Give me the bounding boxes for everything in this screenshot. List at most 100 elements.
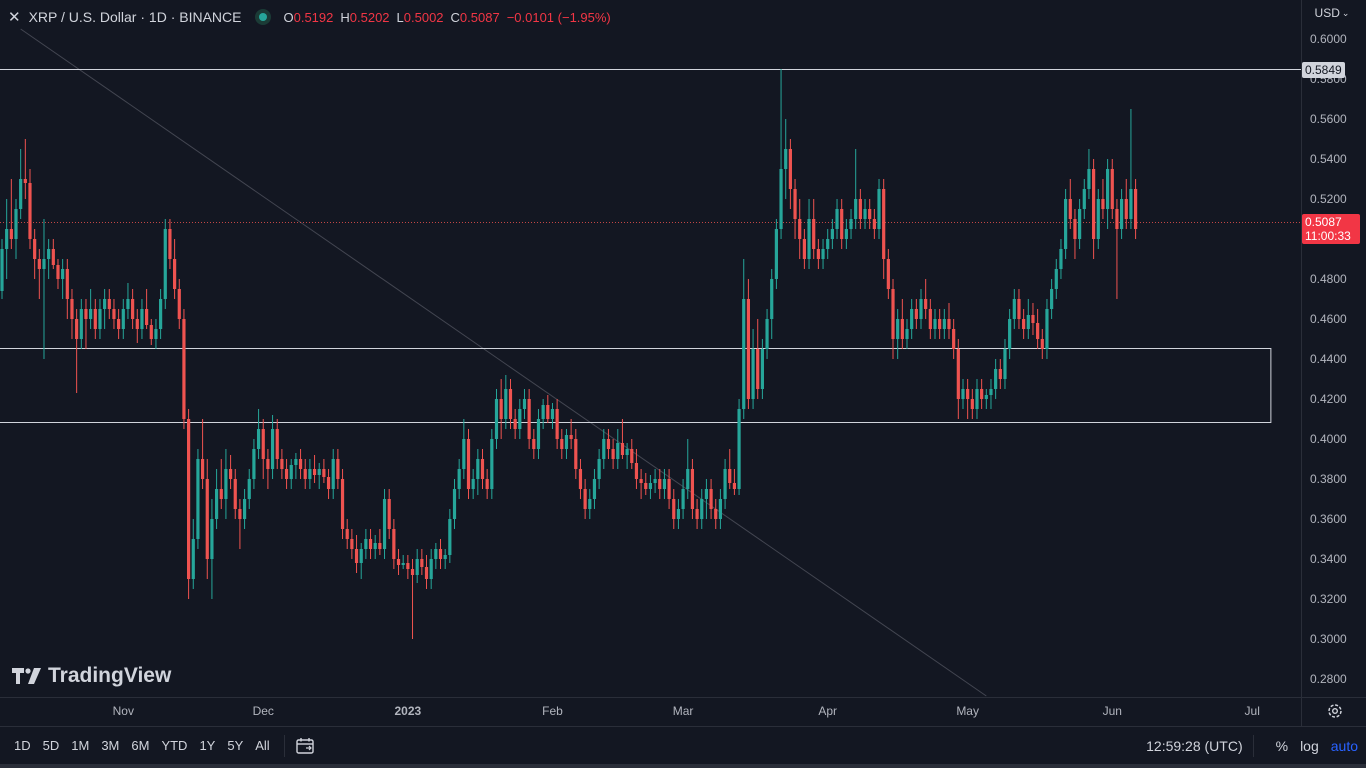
candle[interactable] — [56, 259, 60, 289]
candle[interactable] — [256, 409, 261, 459]
candle[interactable] — [751, 329, 755, 409]
candle[interactable] — [746, 279, 750, 409]
range-button-1y[interactable]: 1Y — [199, 738, 216, 753]
chart-canvas[interactable]: 0.60000.58000.56000.54000.52000.50000.48… — [0, 0, 1366, 726]
candle[interactable] — [1087, 149, 1091, 199]
candle[interactable] — [326, 469, 331, 499]
candle[interactable] — [466, 429, 471, 499]
candle[interactable] — [728, 449, 732, 489]
candle[interactable] — [686, 439, 690, 499]
candle[interactable] — [392, 519, 396, 569]
candle[interactable] — [126, 283, 130, 319]
candle[interactable] — [112, 299, 116, 329]
candle[interactable] — [1129, 109, 1133, 229]
candle[interactable] — [1096, 189, 1100, 249]
candle[interactable] — [47, 239, 51, 279]
candle[interactable] — [480, 449, 485, 489]
candle[interactable] — [583, 479, 587, 519]
candle[interactable] — [611, 439, 615, 469]
candle[interactable] — [1017, 289, 1021, 329]
candle[interactable] — [205, 459, 209, 579]
candle[interactable] — [70, 289, 74, 339]
candle[interactable] — [485, 469, 489, 499]
candle[interactable] — [140, 299, 144, 339]
candle[interactable] — [952, 319, 956, 359]
candle[interactable] — [410, 559, 415, 639]
candle[interactable] — [858, 189, 862, 229]
candle[interactable] — [103, 289, 107, 329]
candle[interactable] — [9, 179, 13, 249]
range-button-3m[interactable]: 3M — [101, 738, 120, 753]
price-axis[interactable]: 0.60000.58000.56000.54000.52000.50000.48… — [1310, 32, 1347, 686]
candle[interactable] — [942, 309, 946, 339]
candle[interactable] — [79, 299, 83, 349]
candle[interactable] — [1026, 299, 1030, 339]
candle[interactable] — [1064, 189, 1068, 259]
candle[interactable] — [639, 469, 643, 499]
range-button-all[interactable]: All — [255, 738, 270, 753]
candle[interactable] — [756, 319, 760, 399]
candle[interactable] — [191, 519, 195, 589]
candle[interactable] — [163, 219, 167, 309]
candle[interactable] — [396, 549, 401, 575]
currency-selector[interactable]: USD ⌄ — [1306, 4, 1358, 22]
candle[interactable] — [928, 299, 932, 339]
candle[interactable] — [452, 479, 457, 529]
candle[interactable] — [532, 429, 536, 459]
candle[interactable] — [695, 499, 699, 529]
time-axis[interactable]: Nov Dec 2023 Feb Mar Apr May Jun Jul — [113, 704, 1260, 718]
candle[interactable] — [1036, 309, 1040, 349]
candle[interactable] — [476, 449, 480, 495]
candle[interactable] — [159, 289, 163, 339]
candle[interactable] — [779, 69, 783, 239]
candle[interactable] — [331, 449, 335, 499]
candle[interactable] — [784, 119, 788, 199]
candle[interactable] — [1092, 159, 1096, 259]
candle[interactable] — [793, 179, 797, 239]
candle[interactable] — [527, 389, 531, 449]
candle[interactable] — [770, 269, 774, 339]
candle[interactable] — [816, 239, 820, 269]
candle[interactable] — [840, 199, 844, 249]
candle[interactable] — [648, 475, 653, 499]
candle[interactable] — [415, 549, 419, 583]
candle[interactable] — [504, 375, 508, 429]
candle[interactable] — [42, 219, 46, 359]
candle[interactable] — [760, 339, 764, 399]
candle[interactable] — [690, 459, 695, 519]
candle[interactable] — [19, 149, 23, 219]
candle[interactable] — [700, 489, 704, 529]
candle[interactable] — [261, 419, 265, 479]
candle[interactable] — [546, 395, 550, 423]
candle[interactable] — [33, 229, 37, 279]
candle[interactable] — [886, 249, 890, 299]
candle[interactable] — [704, 479, 709, 519]
candle[interactable] — [830, 219, 834, 249]
candle[interactable] — [284, 459, 289, 489]
candle[interactable] — [424, 555, 429, 589]
candle[interactable] — [644, 473, 648, 495]
candle[interactable] — [75, 309, 79, 393]
candle[interactable] — [653, 469, 657, 493]
candle[interactable] — [536, 409, 541, 459]
candle[interactable] — [89, 289, 93, 329]
candle[interactable] — [354, 535, 359, 573]
candle[interactable] — [242, 489, 247, 529]
candle[interactable] — [0, 239, 4, 299]
candle[interactable] — [224, 449, 228, 519]
tradingview-logo[interactable]: TradingView — [12, 664, 171, 688]
candle[interactable] — [107, 289, 111, 319]
candle[interactable] — [1059, 239, 1063, 279]
candle[interactable] — [196, 449, 200, 549]
candle[interactable] — [1068, 179, 1072, 229]
candle[interactable] — [1120, 189, 1124, 239]
candle[interactable] — [662, 469, 667, 499]
candle[interactable] — [289, 459, 293, 489]
candle[interactable] — [23, 139, 27, 199]
candle[interactable] — [807, 199, 811, 269]
candle[interactable] — [336, 449, 340, 489]
candle[interactable] — [606, 429, 611, 459]
candle[interactable] — [219, 459, 223, 509]
candle[interactable] — [625, 443, 629, 469]
candle[interactable] — [798, 199, 802, 259]
